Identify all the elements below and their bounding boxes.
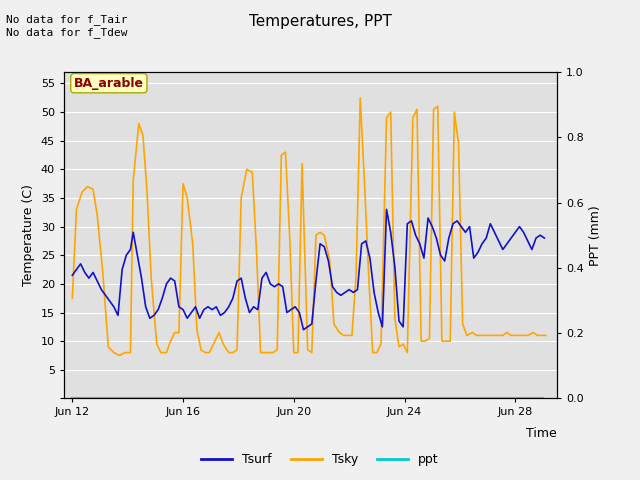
Legend: Tsurf, Tsky, ppt: Tsurf, Tsky, ppt xyxy=(196,448,444,471)
Text: Temperatures, PPT: Temperatures, PPT xyxy=(248,14,392,29)
Y-axis label: Temperature (C): Temperature (C) xyxy=(22,184,35,286)
Text: No data for f_Tair
No data for f_Tdew: No data for f_Tair No data for f_Tdew xyxy=(6,14,128,38)
Text: Time: Time xyxy=(526,427,557,440)
Text: BA_arable: BA_arable xyxy=(74,77,144,90)
Y-axis label: PPT (mm): PPT (mm) xyxy=(589,205,602,265)
